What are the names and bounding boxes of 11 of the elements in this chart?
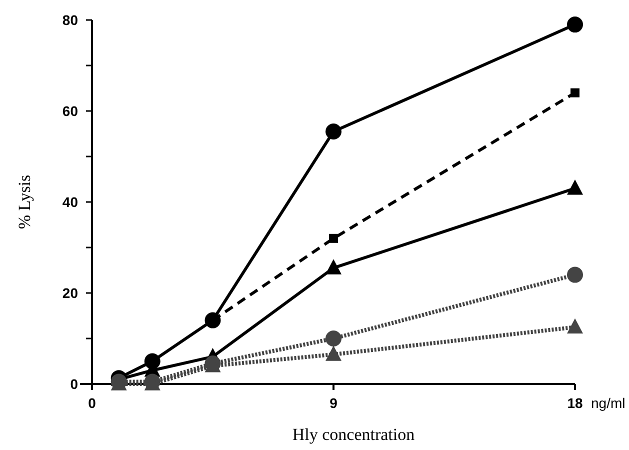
y-tick-label: 20 xyxy=(62,285,78,301)
y-tick-label: 40 xyxy=(62,194,78,210)
x-tick-label: 0 xyxy=(88,395,96,411)
text: ng/ml xyxy=(591,395,626,411)
x-tick-label: 18 xyxy=(567,395,583,411)
y-tick-label: 60 xyxy=(62,103,78,119)
y-axis-title: % Lysis xyxy=(15,174,34,230)
y-tick-label: 0 xyxy=(70,376,78,392)
x-axis-title: Hly concentration xyxy=(292,425,416,444)
x-tick-label: 9 xyxy=(330,395,338,411)
y-tick-label: 80 xyxy=(62,12,78,28)
